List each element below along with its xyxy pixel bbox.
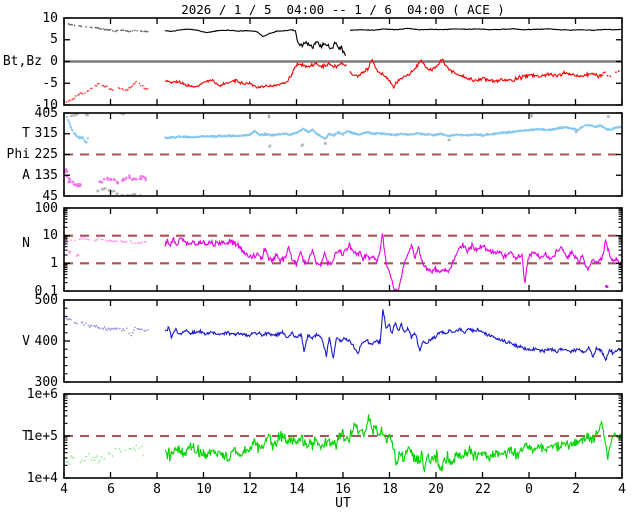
x-tick-label: 20	[428, 482, 444, 497]
y-tick-label-density: 10	[42, 228, 58, 243]
x-tick-label: 6	[107, 482, 115, 497]
y-tick-label-speed: 300	[34, 375, 58, 390]
y-tick-label-phi: 135	[34, 168, 58, 183]
panel-label-phi-phi: Phi	[6, 147, 30, 162]
x-tick-label: 14	[289, 482, 305, 497]
y-tick-label-bt-bz: -5	[42, 76, 58, 91]
x-tick-label: 18	[382, 482, 398, 497]
panel-label-phi-t: T	[22, 126, 30, 141]
y-tick-label-phi: 45	[42, 189, 58, 204]
y-tick-label-bt-bz: 10	[42, 11, 58, 26]
y-tick-label-phi: 225	[34, 147, 58, 162]
y-tick-label-density: 0.1	[34, 284, 58, 299]
x-tick-label: 10	[196, 482, 212, 497]
y-tick-label-density: 100	[34, 201, 58, 216]
x-tick-label: 8	[153, 482, 161, 497]
x-tick-label: 4	[60, 482, 68, 497]
y-tick-label-temperature: 1e+6	[26, 387, 58, 402]
y-tick-label-bt-bz: 5	[50, 32, 58, 47]
x-tick-label: 0	[525, 482, 533, 497]
y-tick-label-temperature: 1e+5	[26, 429, 58, 444]
x-tick-label: 4	[618, 482, 626, 497]
panel-label-phi-a: A	[22, 168, 30, 183]
x-tick-label: 12	[242, 482, 258, 497]
plot-title: 2026 / 1 / 5 04:00 -- 1 / 6 04:00 ( ACE …	[181, 2, 505, 17]
y-tick-label-speed: 500	[34, 293, 58, 308]
y-tick-label-temperature: 1e+4	[26, 471, 58, 486]
y-tick-label-bt-bz: 0	[50, 54, 58, 69]
x-tick-label: 16	[335, 482, 351, 497]
panel-label-bt-bz-bt,bz: Bt,Bz	[2, 54, 42, 69]
panel-label-density-n: N	[22, 236, 30, 251]
y-tick-label-bt-bz: -10	[34, 98, 58, 113]
panel-label-speed-v: V	[22, 334, 30, 349]
x-axis-label: UT	[335, 496, 351, 511]
panel-label-temperature-t: T	[22, 429, 30, 444]
y-tick-label-speed: 400	[34, 334, 58, 349]
y-tick-label-density: 1	[50, 256, 58, 271]
y-tick-label-phi: 405	[34, 106, 58, 121]
x-tick-label: 2	[572, 482, 580, 497]
y-tick-label-phi: 315	[34, 126, 58, 141]
x-tick-label: 22	[475, 482, 491, 497]
